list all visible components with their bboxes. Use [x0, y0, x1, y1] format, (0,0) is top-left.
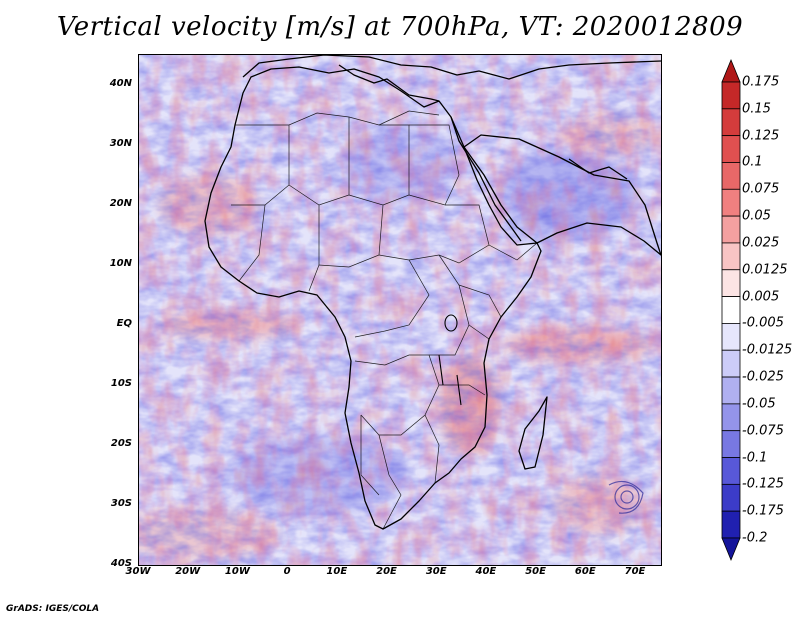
colorbar-swatch: [721, 403, 741, 432]
map-panel: [138, 54, 662, 566]
lake-malawi: [456, 374, 462, 406]
colorbar-label: 0.15: [742, 101, 771, 117]
lake-tanganyika: [438, 354, 444, 386]
persian-gulf-coast: [568, 158, 628, 180]
africa-coastline: [204, 66, 542, 530]
colorbar: [721, 58, 741, 562]
mediterranean-coast: [338, 64, 440, 102]
lat-tick-label: 40S: [110, 558, 132, 569]
colorbar-swatch: [721, 376, 741, 405]
lon-tick-label: 10W: [224, 566, 250, 577]
colorbar-swatch: [721, 483, 741, 512]
colorbar-swatch: [721, 457, 741, 485]
colorbar-label: 0.0125: [742, 262, 788, 278]
colorbar-label: 0.025: [742, 235, 780, 251]
colorbar-label: 0.075: [742, 181, 780, 197]
velocity-field: [139, 55, 661, 565]
colorbar-swatch: [721, 108, 741, 137]
colorbar-swatch: [721, 188, 741, 217]
colorbar-swatch: [721, 510, 741, 539]
lat-tick-label: 20S: [110, 438, 132, 449]
lat-tick-label: 40N: [109, 78, 132, 89]
lat-tick-label: EQ: [116, 318, 132, 329]
coastlines: [204, 55, 661, 530]
colorbar-label: -0.025: [742, 369, 784, 385]
colorbar-label: -0.125: [742, 476, 784, 492]
colorbar-label: -0.0125: [742, 342, 793, 358]
colorbar-swatch: [721, 269, 741, 297]
lon-tick-label: 20E: [376, 566, 397, 577]
colorbar-label: -0.075: [742, 423, 784, 439]
lat-tick-label: 30N: [109, 138, 132, 149]
arabia-coastline: [463, 134, 661, 256]
cyclone-vortex: [608, 480, 644, 514]
colorbar-swatch: [721, 215, 741, 244]
lat-tick-label: 10N: [109, 258, 132, 269]
lon-tick-label: 50E: [525, 566, 546, 577]
lat-tick-label: 20N: [109, 198, 132, 209]
colorbar-swatch: [721, 162, 741, 190]
colorbar-label: -0.005: [742, 315, 784, 331]
colorbar-label: -0.2: [742, 530, 768, 546]
lat-tick-label: 30S: [110, 498, 132, 509]
red-sea-coast: [450, 116, 522, 242]
colorbar-swatch: [721, 81, 741, 110]
colorbar-label: 0.005: [742, 289, 780, 305]
country-borders: [231, 110, 538, 530]
colorbar-label: -0.1: [742, 450, 768, 466]
colorbar-swatch: [721, 135, 741, 163]
lat-tick-label: 10S: [110, 378, 132, 389]
lon-tick-label: 30E: [425, 566, 447, 577]
colorbar-swatch: [721, 349, 741, 378]
lon-tick-label: 30W: [125, 566, 151, 577]
lake-victoria: [444, 314, 458, 332]
colorbar-label: 0.05: [742, 208, 771, 224]
map-title: Vertical velocity [m/s] at 700hPa, VT: 2…: [56, 12, 744, 42]
colorbar-label: -0.175: [742, 503, 784, 519]
colorbar-swatch: [721, 430, 741, 458]
madagascar-coastline: [518, 396, 548, 470]
colorbar-label: -0.05: [742, 396, 776, 412]
colorbar-swatch: [721, 323, 741, 351]
lon-tick-label: 40E: [475, 566, 497, 577]
colorbar-swatch: [721, 296, 741, 324]
colorbar-swatches: [721, 58, 741, 562]
europe-coastline: [242, 55, 661, 80]
grads-credit: GrADS: IGES/COLA: [6, 604, 100, 614]
colorbar-swatch: [721, 242, 741, 271]
lon-tick-label: 0: [283, 566, 291, 577]
colorbar-swatch: [721, 537, 741, 562]
lon-tick-label: 10E: [326, 566, 348, 577]
colorbar-swatch: [721, 58, 741, 83]
colorbar-label: 0.1: [742, 154, 763, 170]
lon-tick-label: 20W: [175, 566, 201, 577]
lon-tick-label: 60E: [574, 566, 596, 577]
colorbar-label: 0.125: [742, 128, 780, 144]
velocity-field-map: [139, 55, 661, 565]
lakes: [438, 314, 462, 406]
lon-tick-label: 70E: [624, 566, 646, 577]
colorbar-label: 0.175: [742, 74, 780, 90]
